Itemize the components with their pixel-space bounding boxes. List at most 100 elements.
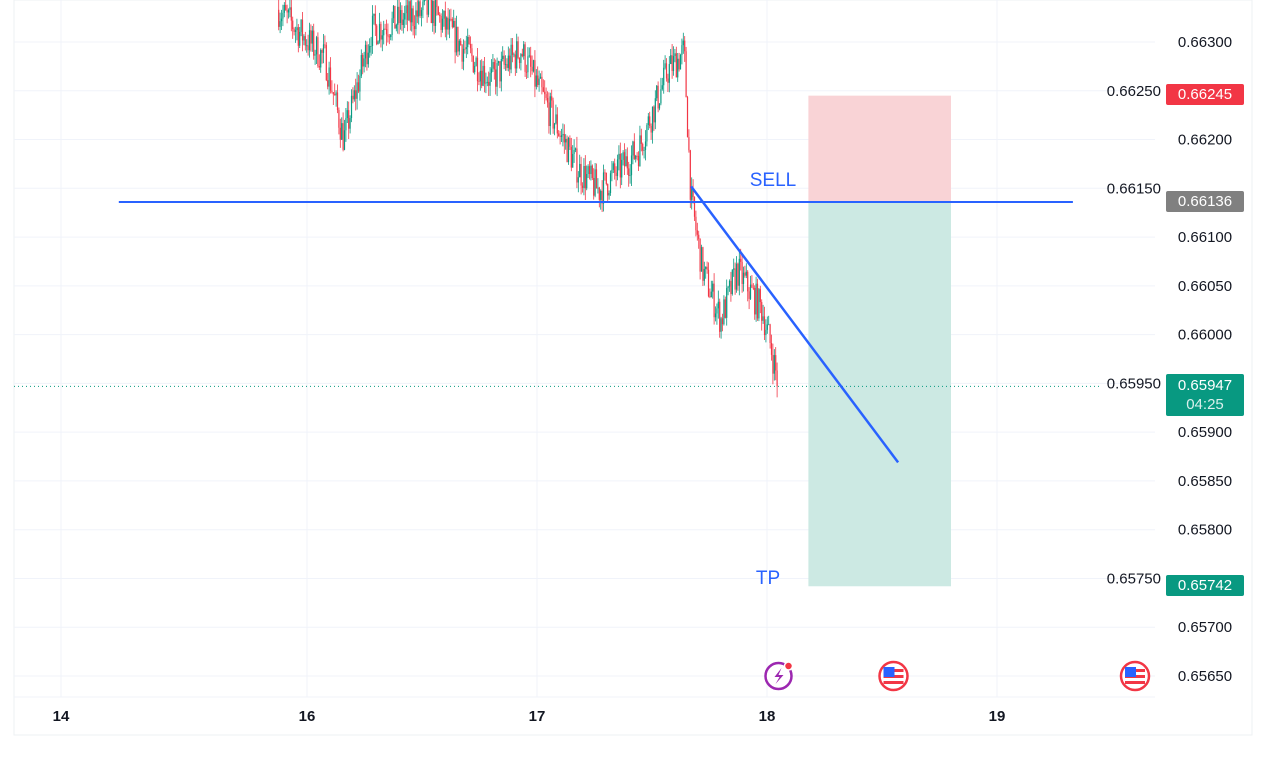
candle-body: [623, 152, 626, 167]
candle-body: [608, 193, 610, 196]
candle-body: [486, 81, 488, 83]
candle-body: [671, 55, 673, 72]
candle-body: [455, 26, 458, 53]
candle-body: [684, 40, 686, 52]
candle-body: [301, 19, 304, 41]
candle-body: [346, 110, 348, 119]
candle-body: [727, 286, 729, 289]
candle-body: [422, 1, 424, 11]
candle-body: [495, 69, 497, 87]
candle-body: [765, 329, 767, 336]
candle-body: [663, 67, 665, 86]
sell-label: SELL: [750, 170, 796, 191]
candle-body: [749, 284, 752, 299]
us-flag-icon: [1119, 660, 1151, 692]
bolt: [774, 668, 784, 684]
candle-body: [738, 258, 740, 286]
candle-body: [378, 23, 381, 42]
candle-body: [279, 21, 281, 27]
countdown: 04:25: [1186, 396, 1224, 413]
candle-body: [374, 13, 376, 26]
candle-body: [457, 26, 459, 52]
candle-body: [514, 54, 516, 69]
candle-body: [282, 12, 284, 19]
lightning-icon: [764, 661, 794, 691]
candle-body: [654, 98, 656, 123]
y-tick-label: 0.65700: [1178, 619, 1232, 636]
candle-body: [658, 103, 661, 109]
candle-body: [653, 106, 655, 123]
candle-body: [756, 283, 759, 319]
candle-body: [416, 10, 418, 17]
candle-body: [534, 60, 536, 87]
candle-body: [773, 355, 775, 374]
candle-body: [600, 190, 602, 200]
candle-body: [317, 37, 319, 66]
candle-body: [612, 163, 614, 170]
candle-body: [290, 7, 292, 21]
candle-body: [376, 25, 378, 45]
candle-body: [433, 0, 435, 26]
candle-body: [419, 1, 421, 16]
candle-body: [482, 65, 484, 86]
candle-body: [632, 141, 634, 156]
candle-body: [531, 66, 533, 72]
candle-body: [412, 8, 414, 27]
candle-body: [384, 28, 386, 30]
candle-body: [629, 175, 631, 177]
candle-body: [500, 58, 502, 82]
candle-body: [731, 269, 733, 295]
x-tick-label: 14: [53, 708, 70, 725]
candle-body: [733, 268, 735, 270]
candle-body: [329, 67, 332, 91]
candle-body: [745, 271, 747, 276]
candle-body: [770, 343, 773, 355]
flag-stripe: [883, 681, 904, 684]
candle-body: [299, 31, 301, 46]
candle-body: [286, 10, 288, 13]
candle-body: [339, 127, 341, 140]
candle-body: [675, 53, 677, 78]
candle-body: [342, 123, 344, 150]
candle-body: [747, 271, 749, 292]
candle-body: [628, 168, 630, 176]
candle-body: [366, 44, 368, 65]
candle-body: [674, 53, 676, 56]
candle-body: [479, 70, 481, 82]
candle-body: [710, 291, 712, 298]
candle-body: [506, 64, 508, 68]
candle-body: [458, 40, 460, 52]
candle-body: [321, 50, 323, 53]
candle-body: [726, 288, 728, 318]
candle-body: [601, 190, 603, 204]
candle-body: [359, 75, 361, 92]
x-tick-label: 17: [529, 708, 546, 725]
flag-canton: [1125, 667, 1136, 677]
candle-body: [728, 280, 731, 287]
candle-body: [327, 80, 329, 87]
candle-body: [460, 40, 462, 46]
candle-body: [693, 197, 696, 217]
candle-body: [714, 313, 717, 318]
candle-body: [691, 187, 693, 200]
candle-body: [437, 7, 439, 15]
candle-body: [454, 20, 456, 53]
candle-body: [639, 135, 641, 167]
candle-body: [775, 355, 777, 371]
candle-body: [404, 13, 406, 20]
candle-body: [399, 10, 402, 23]
candle-body: [525, 71, 528, 73]
candle-body: [668, 64, 670, 83]
candle-body: [441, 18, 444, 30]
candle-body: [283, 4, 285, 13]
candle-body: [443, 10, 445, 19]
candle-body: [411, 8, 413, 23]
candle-body: [373, 13, 375, 16]
candle-body: [685, 51, 687, 98]
candle-body: [591, 165, 593, 179]
candle-body: [539, 76, 542, 79]
candle-body: [699, 238, 701, 272]
candle-body: [625, 156, 627, 167]
